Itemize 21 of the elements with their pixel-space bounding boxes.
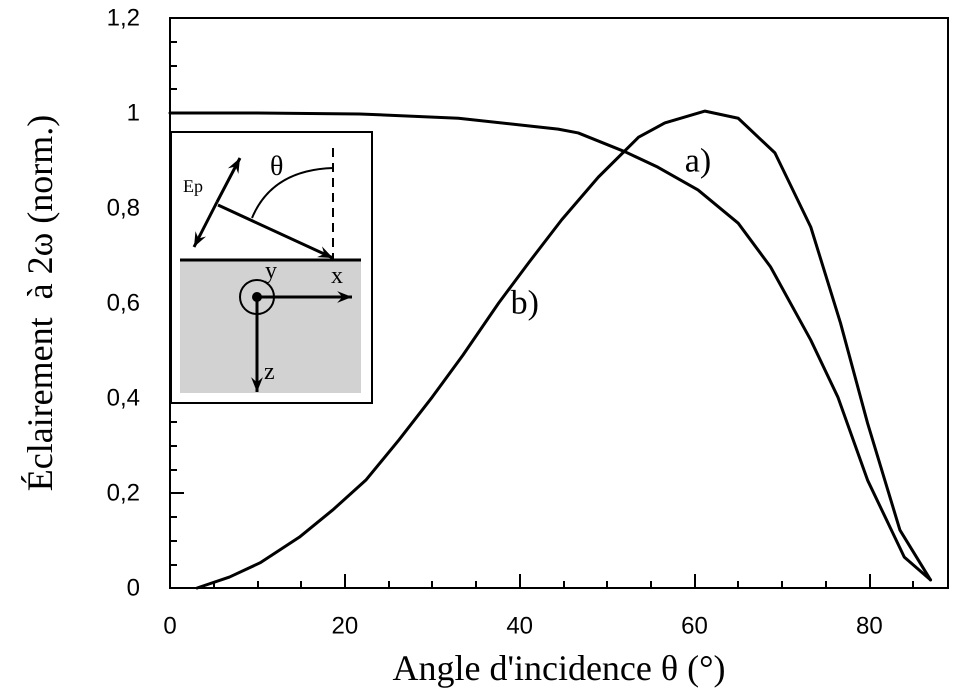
x-tick-label: 20 — [331, 612, 358, 640]
series-label: b) — [510, 284, 540, 322]
x-axis-title: Angle d'incidence θ (°) — [392, 648, 726, 688]
x-tick-label: 60 — [681, 612, 708, 640]
y-tick-label: 1 — [126, 100, 140, 126]
y-tick-label: 0,2 — [106, 480, 140, 506]
annotation: θ — [270, 151, 284, 182]
y-tick-label: 0 — [126, 574, 140, 602]
y-axis-title: Éclairement à 2ω (norm.) — [20, 114, 60, 492]
y-tick-label: 0,4 — [106, 384, 140, 412]
annotation: y — [265, 258, 277, 284]
y-tick-label: 0,6 — [106, 290, 140, 316]
x-tick-label: 80 — [856, 612, 883, 640]
annotation: x — [331, 263, 343, 289]
y-tick-label: 1,2 — [106, 4, 140, 32]
annotation: Ep — [183, 176, 203, 196]
annotation: z — [264, 359, 275, 385]
y-tick-label: 0,8 — [106, 194, 140, 222]
x-tick-label: 40 — [506, 612, 534, 640]
series-label: a) — [684, 142, 712, 180]
x-tick-label: 0 — [163, 612, 177, 640]
